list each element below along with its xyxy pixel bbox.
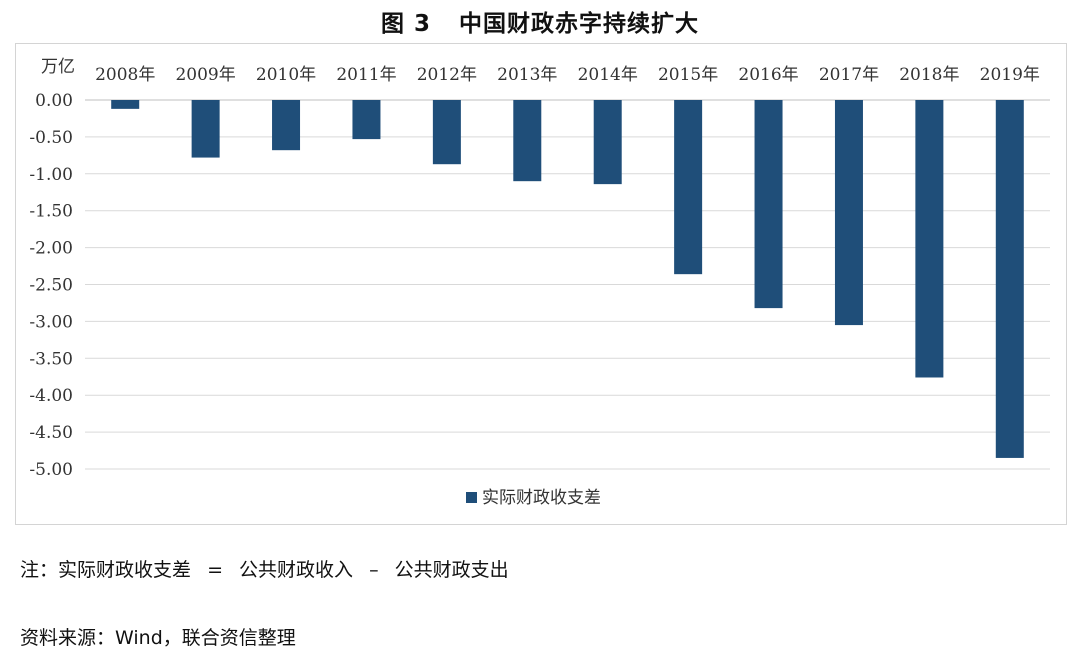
bar xyxy=(432,100,461,165)
x-tick-label: 2016年 xyxy=(738,65,798,85)
source-line: 资料来源：Wind，联合资信整理 xyxy=(20,627,296,649)
bar xyxy=(674,100,703,275)
note-prefix: 注：实际财政收支差 xyxy=(20,559,192,581)
gridlines xyxy=(85,99,1050,470)
x-axis-ticks: 2008年 2009年 2010年 2011年 2012年 2013年 2014年 2015年… xyxy=(95,65,1040,85)
y-tick-label: -3.50 xyxy=(29,349,73,369)
x-tick-label: 2011年 xyxy=(336,65,396,85)
x-tick-label: 2012年 xyxy=(417,65,477,85)
x-tick-label: 2017年 xyxy=(819,65,879,85)
bars xyxy=(111,100,1024,458)
bar xyxy=(513,100,542,182)
x-tick-label: 2010年 xyxy=(256,65,316,85)
x-tick-label: 2015年 xyxy=(658,65,718,85)
y-tick-label: -5.00 xyxy=(29,460,73,480)
y-tick-label: -1.50 xyxy=(29,202,73,222)
y-tick-label: -3.00 xyxy=(29,312,73,332)
bar xyxy=(272,100,301,151)
figure-title: 中国财政赤字持续扩大 xyxy=(459,11,699,37)
bar xyxy=(834,100,863,326)
bar xyxy=(111,100,140,109)
y-tick-label: -4.50 xyxy=(29,423,73,443)
bar xyxy=(915,100,944,378)
footnote: 注：实际财政收支差 = 公共财政收入 – 公共财政支出 xyxy=(20,555,509,582)
bar xyxy=(352,100,381,140)
bar xyxy=(754,100,783,309)
legend: 实际财政收支差 xyxy=(466,488,601,508)
x-tick-label: 2013年 xyxy=(497,65,557,85)
y-tick-label: -1.00 xyxy=(29,165,73,185)
figure-number: 图 3 xyxy=(380,11,431,37)
bar xyxy=(995,100,1024,458)
note-minus: – xyxy=(369,559,379,581)
y-tick-label: -0.50 xyxy=(29,128,73,148)
y-tick-label: 0.00 xyxy=(35,91,73,111)
y-tick-label: -4.00 xyxy=(29,386,73,406)
note-expenditure: 公共财政支出 xyxy=(394,559,509,581)
x-tick-label: 2008年 xyxy=(95,65,155,85)
x-tick-label: 2019年 xyxy=(980,65,1040,85)
bar xyxy=(593,100,622,185)
bar-chart: 2008年 2009年 2010年 2011年 2012年 2013年 2014年 2015年… xyxy=(29,57,1050,508)
note-equals: = xyxy=(207,559,223,581)
legend-swatch xyxy=(466,492,477,503)
y-tick-label: -2.00 xyxy=(29,239,73,259)
x-tick-label: 2014年 xyxy=(578,65,638,85)
legend-label: 实际财政收支差 xyxy=(482,488,601,508)
x-tick-label: 2018年 xyxy=(899,65,959,85)
note-revenue: 公共财政收入 xyxy=(239,559,354,581)
bar xyxy=(191,100,220,158)
y-tick-label: -2.50 xyxy=(29,276,73,296)
y-axis-unit-label: 万亿 xyxy=(41,57,75,77)
y-axis-ticks: 0.00 -0.50 -1.00 -1.50 -2.00 -2.50 -3.00 -3.50 -… xyxy=(29,91,73,480)
x-tick-label: 2009年 xyxy=(175,65,235,85)
chart-title-block: 图 3 中国财政赤字持续扩大 xyxy=(0,4,1080,38)
